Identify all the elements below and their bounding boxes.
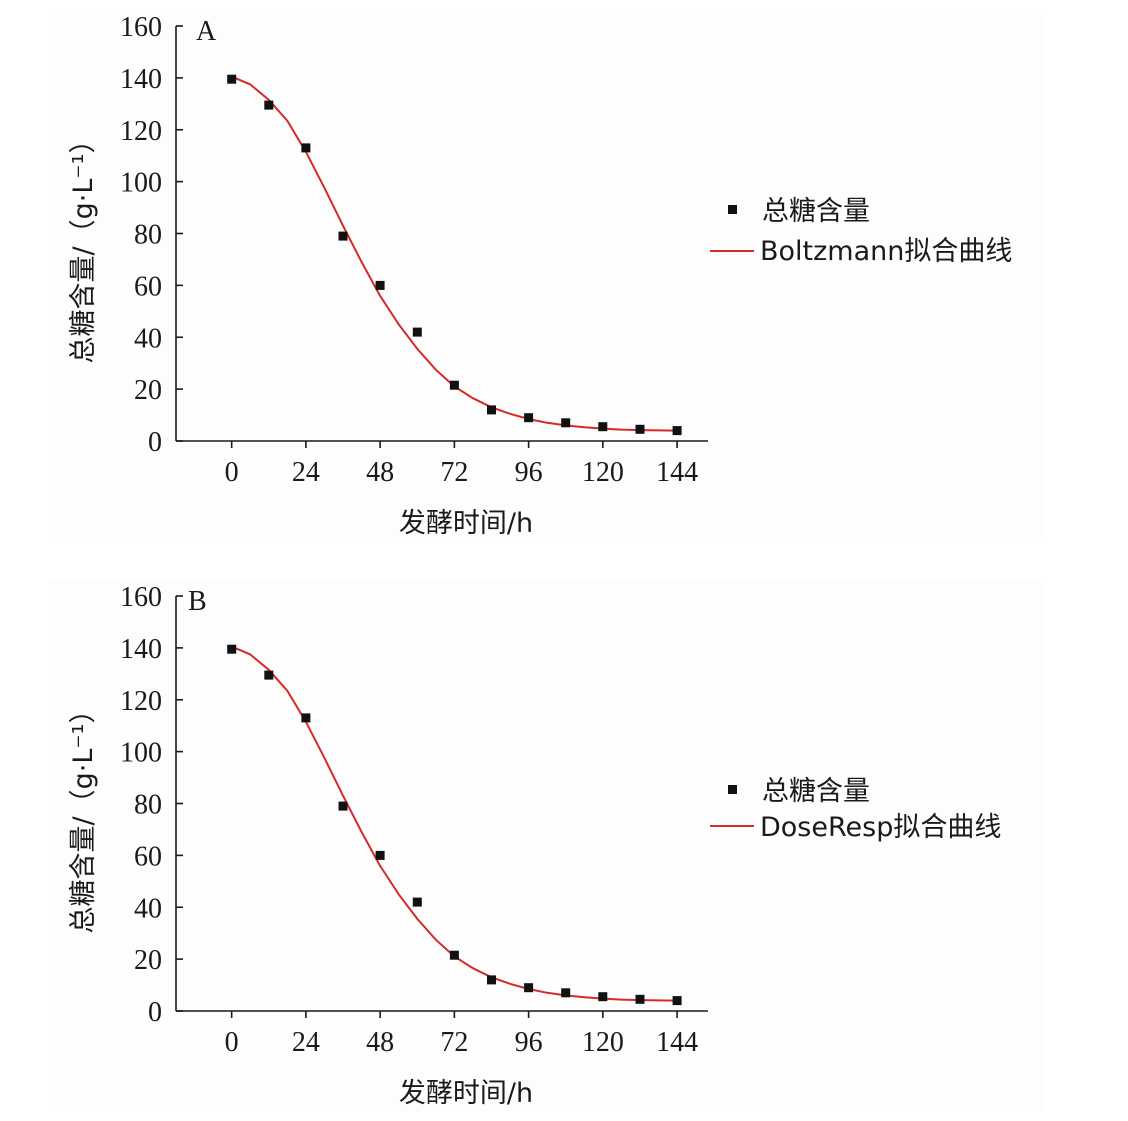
data-point-b (375, 850, 385, 860)
y-axis-label-a: 总糖含量/（g·L⁻¹） (68, 127, 99, 364)
data-point-b (598, 992, 608, 1002)
y-tick-label-a: 160 (120, 12, 162, 43)
x-tick-label-a: 0 (225, 457, 239, 488)
x-tick-label-b: 0 (225, 1027, 239, 1058)
y-tick-label-a: 100 (120, 168, 162, 199)
legend-label-points-a: 总糖含量 (762, 196, 870, 227)
x-tick-label-b: 120 (582, 1027, 624, 1058)
x-tick-label-b: 144 (656, 1027, 698, 1058)
data-point-b (635, 994, 645, 1004)
legend-b: 总糖含量 DoseResp拟合曲线 (710, 776, 1001, 843)
chart-panel-b: B 发酵时间/h 总糖含量/（g·L⁻¹） 总糖含量 DoseResp拟合曲线 … (48, 580, 1043, 1112)
y-tick-label-b: 20 (134, 945, 162, 976)
x-tick-label-b: 72 (440, 1027, 468, 1058)
data-point-a (449, 380, 459, 390)
y-tick-label-b: 60 (134, 841, 162, 872)
data-point-a (412, 327, 422, 337)
data-point-b (264, 670, 274, 680)
chart-b-svg: B 发酵时间/h 总糖含量/（g·L⁻¹） 总糖含量 DoseResp拟合曲线 … (68, 582, 1001, 1109)
x-tick-label-a: 72 (440, 457, 468, 488)
data-point-b (338, 801, 348, 811)
y-tick-label-a: 40 (134, 323, 162, 354)
y-tick-label-a: 140 (120, 64, 162, 95)
y-tick-label-b: 100 (120, 738, 162, 769)
y-tick-label-a: 80 (134, 220, 162, 251)
data-point-a (301, 143, 311, 153)
y-tick-label-b: 120 (120, 686, 162, 717)
panel-label-b: B (188, 586, 207, 617)
y-tick-label-a: 0 (148, 427, 162, 458)
data-point-b (449, 950, 459, 960)
data-point-a (375, 280, 385, 290)
x-tick-label-a: 120 (582, 457, 624, 488)
y-tick-label-b: 0 (148, 997, 162, 1028)
x-tick-label-b: 24 (292, 1027, 320, 1058)
data-point-a (561, 418, 571, 428)
data-point-b (487, 975, 496, 985)
x-axis-label-b: 发酵时间/h (399, 1078, 533, 1109)
data-point-a (264, 100, 274, 110)
x-tick-label-a: 24 (292, 457, 320, 488)
legend-label-fit-b: DoseResp拟合曲线 (760, 812, 1001, 843)
y-tick-label-b: 140 (120, 634, 162, 665)
data-point-a (598, 422, 608, 432)
x-tick-label-a: 144 (656, 457, 698, 488)
x-tick-label-a: 96 (515, 457, 543, 488)
y-tick-label-b: 160 (120, 582, 162, 613)
y-tick-label-a: 60 (134, 271, 162, 302)
y-tick-label-b: 40 (134, 893, 162, 924)
fit-curve-a (231, 75, 678, 432)
chart-a-svg: A 发酵时间/h 总糖含量/（g·L⁻¹） 总糖含量 Boltzmann拟合曲线… (68, 12, 1012, 539)
data-point-b (412, 897, 422, 907)
data-point-a (524, 413, 534, 423)
x-axis-label-a: 发酵时间/h (399, 508, 533, 539)
data-point-b (301, 713, 311, 723)
legend-label-fit-a: Boltzmann拟合曲线 (760, 236, 1012, 267)
data-point-b (561, 988, 571, 998)
x-tick-label-a: 48 (366, 457, 394, 488)
legend-label-points-b: 总糖含量 (762, 776, 870, 807)
y-tick-label-a: 20 (134, 375, 162, 406)
x-tick-label-b: 96 (515, 1027, 543, 1058)
data-point-a (338, 231, 348, 241)
data-point-b (227, 644, 237, 654)
y-axis-label-b: 总糖含量/（g·L⁻¹） (68, 697, 99, 934)
data-point-b (524, 983, 534, 993)
data-point-b (672, 996, 682, 1006)
x-tick-label-b: 48 (366, 1027, 394, 1058)
legend-marker-points-a (728, 205, 737, 214)
y-tick-label-b: 80 (134, 790, 162, 821)
fit-curve-b (231, 645, 678, 1002)
chart-panel-a: A 发酵时间/h 总糖含量/（g·L⁻¹） 总糖含量 Boltzmann拟合曲线… (48, 10, 1043, 542)
data-point-a (635, 424, 645, 434)
legend-marker-points-b (728, 785, 737, 794)
data-point-a (672, 426, 682, 436)
data-point-a (227, 74, 237, 84)
legend-a: 总糖含量 Boltzmann拟合曲线 (710, 196, 1012, 267)
data-point-a (487, 405, 496, 415)
y-tick-label-a: 120 (120, 116, 162, 147)
panel-label-a: A (196, 16, 217, 47)
